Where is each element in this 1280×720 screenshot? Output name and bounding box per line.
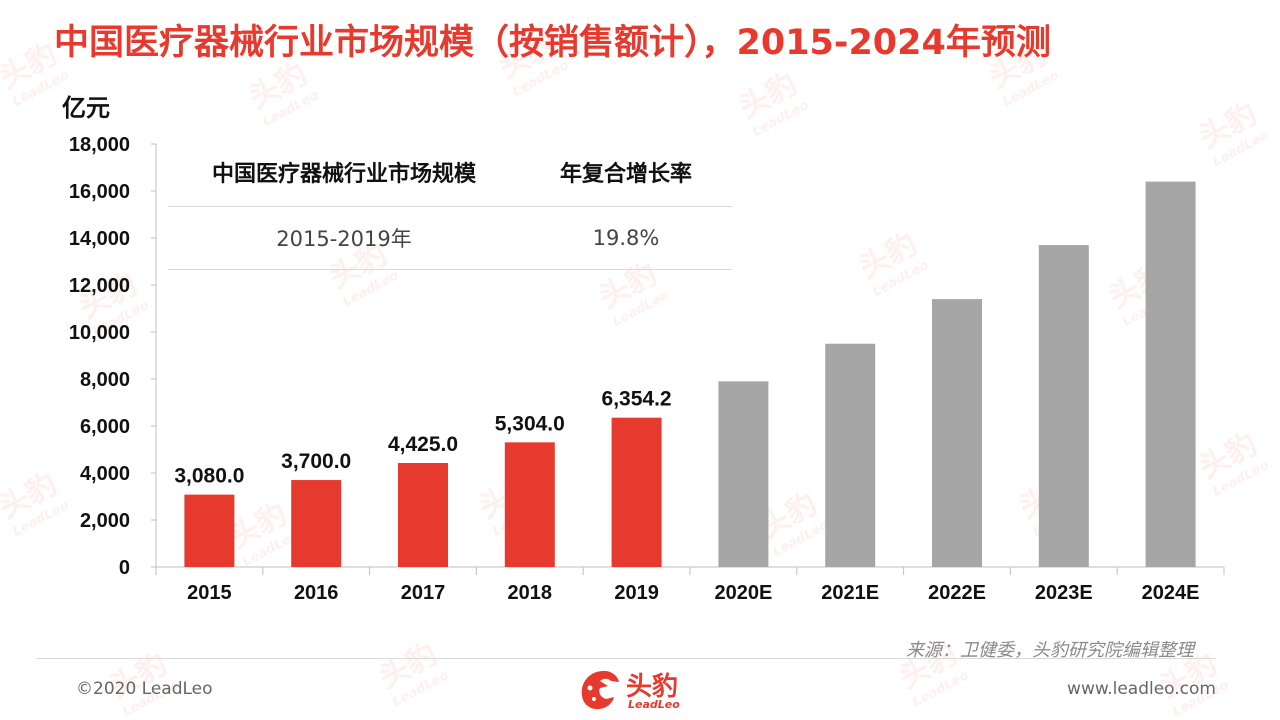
leadleo-logo: 头豹 LeadLeo	[578, 664, 708, 716]
cagr-table-header-market: 中国医疗器械行业市场规模	[211, 161, 476, 187]
leopard-head-icon	[581, 670, 619, 710]
x-tick-label: 2023E	[1035, 582, 1093, 604]
y-tick-label: 10,000	[69, 322, 130, 344]
bar-2021E	[825, 343, 876, 567]
y-tick-label: 16,000	[69, 181, 130, 203]
y-tick-label: 12,000	[69, 275, 130, 297]
x-tick-label: 2018	[508, 582, 553, 604]
bar-2024E	[1145, 181, 1196, 567]
x-tick-label: 2017	[401, 582, 446, 604]
bar-2016	[291, 480, 342, 567]
x-tick-label: 2021E	[821, 582, 879, 604]
y-tick-label: 4,000	[80, 463, 130, 485]
copyright-text: ©2020 LeadLeo	[76, 679, 213, 699]
footer-divider	[36, 658, 1216, 659]
logo-text-cn: 头豹	[626, 672, 679, 702]
y-tick-label: 6,000	[80, 416, 130, 438]
cagr-table-header-row: 中国医疗器械行业市场规模 年复合增长率	[168, 138, 732, 206]
bar-2017	[398, 463, 448, 567]
data-label: 5,304.0	[495, 412, 565, 435]
data-label: 3,700.0	[281, 450, 351, 473]
bar-2015	[184, 494, 235, 567]
x-tick-label: 2019	[614, 582, 659, 604]
y-tick-label: 2,000	[80, 510, 130, 532]
data-label: 3,080.0	[174, 465, 244, 488]
website-link[interactable]: www.leadleo.com	[1067, 679, 1216, 699]
cagr-table-value-row: 2015-2019年 19.8%	[168, 206, 732, 269]
y-axis-unit: 亿元	[62, 94, 110, 122]
data-label: 4,425.0	[388, 433, 458, 456]
x-tick-label: 2024E	[1142, 582, 1200, 604]
data-label: 6,354.2	[602, 388, 672, 411]
cagr-table-header-cagr: 年复合增长率	[559, 161, 692, 187]
x-tick-label: 2015	[187, 582, 232, 604]
logo-text-en: LeadLeo	[628, 698, 680, 711]
bar-2018	[504, 442, 555, 567]
y-tick-label: 14,000	[69, 228, 130, 250]
y-tick-label: 0	[119, 557, 130, 579]
cagr-table-period: 2015-2019年	[276, 226, 412, 251]
bar-2019	[611, 417, 662, 567]
bar-2022E	[932, 299, 982, 567]
page-title: 中国医疗器械行业市场规模（按销售额计），2015-2024年预测	[54, 23, 1051, 63]
y-tick-label: 18,000	[69, 134, 130, 156]
cagr-table-rate: 19.8%	[592, 225, 660, 250]
source-note: 来源：卫健委，头豹研究院编辑整理	[906, 640, 1194, 661]
y-tick-label: 8,000	[80, 369, 130, 391]
x-tick-label: 2020E	[714, 582, 772, 604]
bar-2023E	[1038, 245, 1089, 568]
x-tick-label: 2022E	[928, 582, 986, 604]
bar-2020E	[718, 381, 769, 567]
x-tick-label: 2016	[294, 582, 339, 604]
cagr-table: 中国医疗器械行业市场规模 年复合增长率 2015-2019年 19.8%	[168, 138, 732, 270]
